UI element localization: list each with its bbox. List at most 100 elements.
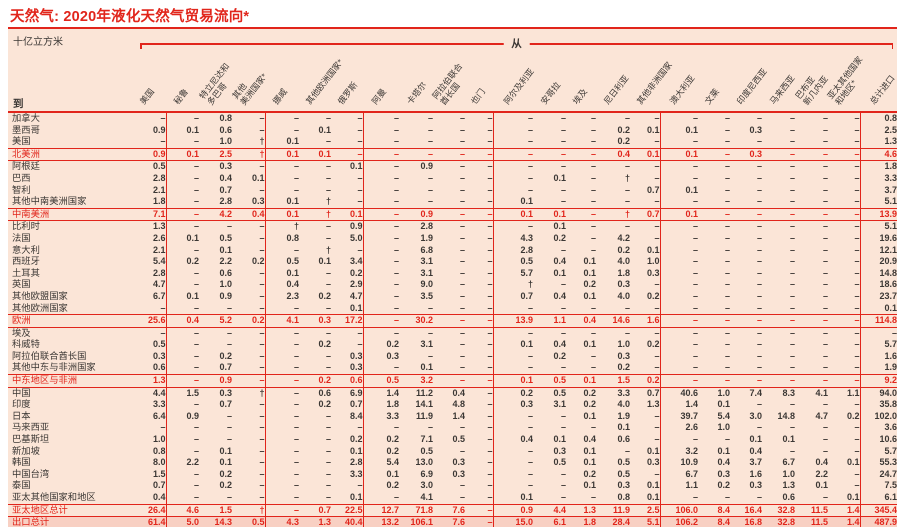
value-cell: –	[331, 422, 364, 435]
value-cell: 11.9	[415, 410, 433, 421]
value-cell: 11.2	[415, 387, 433, 398]
table-row: 阿拉伯联合酋长国 0.3–0.2– – –0.3 0.3– – – –0.2–0.3– – – – –…	[8, 350, 897, 363]
value-cell: 6.7	[782, 457, 795, 468]
value-cell: 0.2	[331, 434, 364, 446]
value-cell: –	[393, 492, 399, 502]
lng-trade-flows-table: 美国 秘鲁 特立尼达和 多巴哥 其他 美洲国家* 挪威 其他欧洲国家* 俄罗斯 阿曼 卡塔尔 阿拉…	[8, 31, 897, 527]
value-cell: 0.8	[132, 445, 167, 458]
value-cell: –	[232, 362, 266, 375]
value-cell: 7.1	[132, 207, 167, 222]
value-cell: –	[828, 362, 861, 375]
value-cell: –	[527, 161, 533, 172]
row-label: 亚太地区总计	[8, 503, 132, 518]
value-cell: –	[590, 221, 596, 232]
value-cell: –	[756, 302, 762, 313]
value-cell: –	[828, 196, 861, 209]
value-cell: –	[363, 147, 399, 162]
value-cell: –	[459, 136, 465, 147]
value-cell: –	[724, 279, 730, 290]
value-cell: –	[630, 232, 661, 245]
value-cell: 0.5	[420, 445, 433, 456]
value-cell: 2.6	[685, 422, 698, 433]
value-cell: –	[630, 422, 661, 435]
value-cell: 0.1	[583, 457, 596, 468]
value-cell: –	[427, 196, 433, 207]
value-cell: –	[433, 147, 465, 162]
value-cell: 0.2	[219, 480, 232, 491]
value-cell: 0.4	[286, 279, 299, 290]
column-header-23: 总计进口	[860, 31, 897, 113]
value-cell: –	[692, 350, 698, 361]
row-label: 美国	[12, 136, 31, 147]
value-cell: –	[822, 422, 828, 433]
value-cell: 0.2	[386, 339, 399, 350]
value-cell: 0.3	[331, 350, 364, 363]
value-cell: –	[560, 124, 566, 135]
value-cell: 0.5	[617, 457, 630, 468]
value-cell: –	[293, 399, 299, 410]
value-cell: 5.4	[717, 410, 730, 421]
value-cell: –	[465, 422, 494, 435]
value-cell: –	[560, 410, 566, 421]
value-cell: –	[762, 147, 795, 162]
row-label: 巴基斯坦	[12, 434, 50, 445]
value-cell: –	[226, 434, 232, 445]
value-cell: –	[789, 124, 795, 135]
value-cell: –	[293, 434, 299, 445]
value-cell: –	[459, 302, 465, 313]
value-cell: 18.6	[879, 279, 897, 290]
column-header-label: 总计进口	[867, 73, 897, 107]
value-cell: –	[527, 113, 533, 123]
value-cell: 0.4	[583, 434, 596, 445]
value-cell: –	[795, 374, 828, 388]
value-cell: –	[756, 221, 762, 232]
value-cell: 2.8	[219, 196, 232, 207]
value-cell: –	[828, 422, 861, 435]
table-row: 比利时 1.3– – – † –0.9–2.8– – –0.1– – – – – – – – –5.1	[8, 220, 897, 233]
value-cell: –	[692, 221, 698, 232]
value-cell: –	[730, 374, 762, 388]
value-cell: –	[465, 399, 494, 411]
value-cell: –	[724, 232, 730, 243]
value-cell: 1.1	[685, 480, 698, 491]
value-cell: †	[232, 387, 266, 400]
column-header-7: 俄罗斯	[331, 31, 363, 113]
value-cell: –	[193, 492, 199, 502]
value-cell: 0.1	[493, 207, 533, 222]
value-cell: –	[465, 457, 494, 469]
value-cell: –	[325, 362, 331, 373]
value-cell: 0.2	[617, 136, 630, 147]
value-cell: 2.8	[520, 244, 533, 255]
value-cell: 3.0	[420, 480, 433, 491]
row-label: 西班牙	[12, 256, 40, 267]
value-cell: 0.2	[617, 362, 630, 373]
value-cell: 0.4	[520, 434, 533, 445]
value-cell: 4.6	[166, 503, 199, 518]
value-cell: 0.1	[553, 267, 566, 278]
value-cell: –	[630, 410, 661, 423]
value-cell: 114.8	[860, 314, 897, 328]
value-cell: –	[193, 113, 199, 123]
value-cell: –	[590, 172, 596, 183]
table-row: 印度 3.3–0.7– –0.2 0.7 1.8 14.1 4.8–0.3 3.1 0.2 4.0…	[8, 399, 897, 411]
value-cell: –	[232, 160, 266, 173]
value-cell: 0.8	[617, 492, 630, 502]
value-cell: –	[724, 196, 730, 207]
value-cell: 106.2	[660, 516, 698, 527]
row-label: 土耳其	[12, 267, 40, 278]
column-header-22: 亚太其他国家 和地区*	[826, 31, 865, 113]
value-cell: 0.4	[219, 172, 232, 183]
value-cell: –	[756, 350, 762, 361]
value-cell: –	[427, 422, 433, 433]
table-row: 意大利 2.1–0.1– – † – –6.8– –2.8– –0.2 0.1– – – – – –12.…	[8, 244, 897, 257]
value-cell: 0.5	[132, 160, 167, 173]
value-cell: –	[560, 113, 566, 123]
value-cell: 0.3	[553, 445, 566, 456]
value-cell: 0.2	[617, 244, 630, 255]
value-cell: –	[265, 374, 299, 388]
value-cell: –	[822, 256, 828, 267]
value-cell: 2.5	[199, 147, 232, 162]
value-cell: –	[427, 136, 433, 147]
value-cell: 0.7	[219, 184, 232, 195]
value-cell: –	[393, 290, 399, 301]
